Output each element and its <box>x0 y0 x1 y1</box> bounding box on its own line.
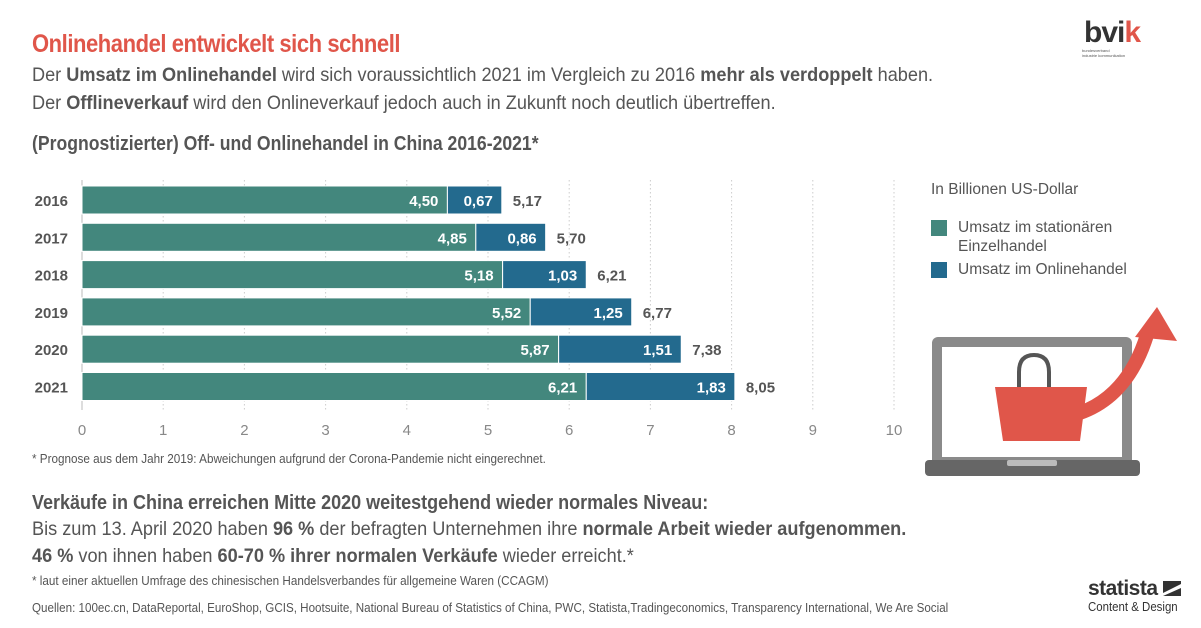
total-label: 8,05 <box>746 380 775 397</box>
bottom-line-2: 46 % von ihnen haben 60-70 % ihrer norma… <box>32 545 634 568</box>
text-run: wird den Onlineverkauf jedoch auch in Zu… <box>188 92 776 114</box>
bvik-logo: bvik bundesverband industrie kommunikatio… <box>1078 16 1168 59</box>
bottom-headline: Verkäufe in China erreichen Mitte 2020 w… <box>32 492 709 514</box>
bar-value-label: 1,51 <box>643 342 672 359</box>
emphasis-text: 46 % <box>32 545 74 567</box>
bar-offline <box>81 297 531 327</box>
category-label: 2021 <box>35 380 68 397</box>
total-label: 5,70 <box>557 230 586 247</box>
logo-brand-main: bvi <box>1084 16 1125 49</box>
statista-tagline: Content & Design <box>1088 599 1178 614</box>
category-label: 2017 <box>35 230 68 247</box>
data-labels: 4,50 0,67 5,17 4,85 0,86 5,70 5,18 1,03 6,21 5,52… <box>409 193 775 397</box>
emphasis-text: Offlineverkauf <box>66 92 189 114</box>
x-tick-label: 9 <box>809 422 817 439</box>
category-label: 2019 <box>35 305 68 322</box>
x-tick-label: 0 <box>78 422 86 439</box>
x-tick-label: 1 <box>159 422 167 439</box>
bar-online <box>558 334 682 364</box>
emphasis-text: Umsatz im Onlinehandel <box>66 64 277 86</box>
bar-offline <box>81 185 448 215</box>
total-label: 7,38 <box>692 342 721 359</box>
total-label: 6,77 <box>643 305 672 322</box>
bar-value-label: 0,86 <box>507 230 536 247</box>
emphasis-text: 60-70 % ihrer normalen Verkäufe <box>217 545 498 567</box>
bar-offline <box>81 222 477 252</box>
legend-item-offline: Umsatz im stationären Einzelhandel <box>931 218 1148 256</box>
bar-value-label: 5,87 <box>520 342 549 359</box>
subtitle-line-1: Der Umsatz im Onlinehandel wird sich vor… <box>32 64 933 87</box>
gridlines <box>81 180 895 410</box>
emphasis-text: 96 % <box>272 518 315 540</box>
bar-value-label: 1,83 <box>697 380 726 397</box>
bar-value-label: 0,67 <box>464 193 493 210</box>
x-tick-label: 3 <box>321 422 329 439</box>
emphasis-text: normale Arbeit wieder aufgenommen. <box>582 518 907 540</box>
statista-mark-icon <box>1162 581 1181 596</box>
bar-value-label: 4,50 <box>409 193 438 210</box>
legend: In Billionen US-Dollar Umsatz im station… <box>931 181 1148 283</box>
bar-value-label: 4,85 <box>438 230 467 247</box>
x-tick-label: 8 <box>727 422 735 439</box>
bar-online <box>502 260 587 290</box>
category-label: 2018 <box>35 268 68 285</box>
y-axis-categories: 2016 2017 2018 2019 2020 2021 <box>35 193 68 397</box>
x-tick-label: 7 <box>646 422 654 439</box>
logo-tagline-2: industrie kommunikation <box>1082 53 1126 58</box>
statista-name: statista <box>1088 577 1158 600</box>
emphasis-text: mehr als verdoppelt <box>700 64 873 86</box>
legend-swatch-online <box>931 262 947 278</box>
bars <box>81 185 736 401</box>
bar-value-label: 6,21 <box>548 380 577 397</box>
total-label: 6,21 <box>597 268 626 285</box>
page-title: Onlinehandel entwickelt sich schnell <box>32 30 401 58</box>
bar-offline <box>81 372 587 401</box>
bar-offline <box>81 260 504 290</box>
x-tick-label: 5 <box>484 422 492 439</box>
x-tick-label: 2 <box>240 422 248 439</box>
chart-title: (Prognostizierter) Off- und Onlinehandel… <box>32 133 539 155</box>
logo-tagline-1: bundesverband <box>1082 48 1110 53</box>
x-tick-label: 6 <box>565 422 573 439</box>
subtitle-line-2: Der Offlineverkauf wird den Onlineverkau… <box>32 92 776 115</box>
text-run: Der <box>32 92 67 114</box>
bar-online <box>446 185 503 215</box>
bar-value-label: 1,03 <box>548 268 577 285</box>
bar-value-label: 5,18 <box>464 268 493 285</box>
text-run: wieder erreicht.* <box>497 545 634 567</box>
logo-brand-accent: k <box>1124 16 1141 49</box>
legend-item-online: Umsatz im Onlinehandel <box>931 260 1148 279</box>
text-run: von ihnen haben <box>73 545 218 567</box>
survey-footnote: * laut einer aktuellen Umfrage des chine… <box>32 573 549 588</box>
chart-footnote: * Prognose aus dem Jahr 2019: Abweichung… <box>32 451 546 466</box>
x-axis-ticks: 0 1 2 3 4 5 6 7 8 9 10 <box>78 422 903 439</box>
laptop-shopping-bag-growth-icon <box>925 307 1177 476</box>
x-tick-label: 10 <box>886 422 903 439</box>
sources: Quellen: 100ec.cn, DataReportal, EuroSho… <box>32 601 949 615</box>
bar-online <box>529 297 633 327</box>
category-label: 2016 <box>35 193 68 210</box>
legend-swatch-offline <box>931 220 947 236</box>
text-run: haben. <box>872 64 934 86</box>
text-run: wird sich voraussichtlich 2021 im Vergle… <box>276 64 701 86</box>
bar-online <box>585 372 736 401</box>
text-run: Bis zum 13. April 2020 haben <box>32 518 273 540</box>
legend-label-offline: Umsatz im stationären Einzelhandel <box>958 219 1113 255</box>
statista-logo: statista Content & Design <box>1088 578 1190 614</box>
text-run: Der <box>32 64 67 86</box>
total-label: 5,17 <box>513 193 542 210</box>
category-label: 2020 <box>35 342 68 359</box>
bar-online <box>475 222 547 252</box>
x-tick-label: 4 <box>403 422 411 439</box>
bar-value-label: 5,52 <box>492 305 521 322</box>
bar-offline <box>81 334 560 364</box>
bottom-line-1: Bis zum 13. April 2020 haben 96 % der be… <box>32 518 906 541</box>
bar-value-label: 1,25 <box>594 305 623 322</box>
legend-label-online: Umsatz im Onlinehandel <box>958 261 1127 278</box>
unit-label: In Billionen US-Dollar <box>931 181 1079 198</box>
text-run: der befragten Unternehmen ihre <box>314 518 583 540</box>
